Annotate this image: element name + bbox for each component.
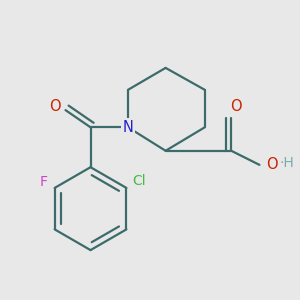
Text: F: F (40, 175, 48, 189)
Text: N: N (123, 120, 134, 135)
Text: ·H: ·H (280, 156, 295, 170)
Text: O: O (230, 100, 242, 115)
Text: O: O (266, 158, 277, 172)
Text: O: O (49, 100, 60, 115)
Text: Cl: Cl (132, 174, 145, 188)
